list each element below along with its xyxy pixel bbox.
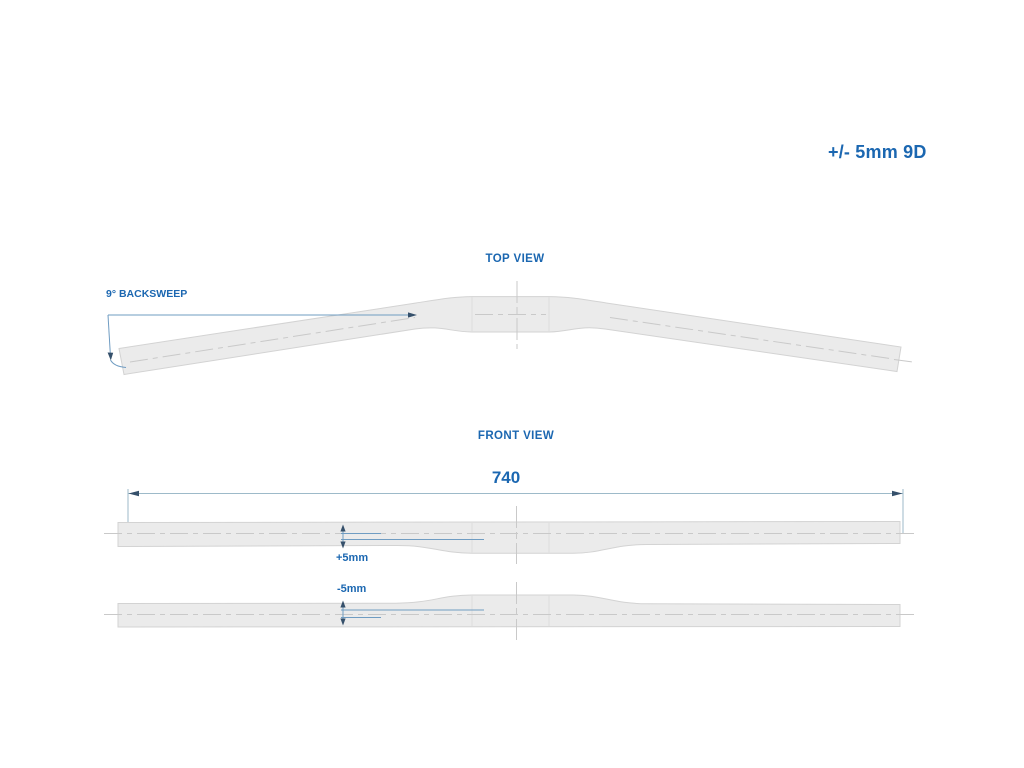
width-arrow-right <box>892 490 903 497</box>
backsweep-vertical-line <box>107 314 111 358</box>
top-view-handlebar-shape <box>118 296 902 376</box>
minus-offset-arrow-up <box>340 600 346 608</box>
top-view-axis-centerline <box>129 314 917 363</box>
front-view-minus-group <box>104 582 918 640</box>
backsweep-angle-arc <box>110 359 127 368</box>
width-dimension-value: 740 <box>491 468 521 487</box>
backsweep-arrow-right <box>408 312 417 318</box>
front-view-handlebar-plus-shape <box>117 520 901 554</box>
width-arrow-left <box>128 490 139 497</box>
rise-plus-label: +5mm <box>336 552 369 564</box>
plus-offset-arrow-down <box>340 541 346 549</box>
backsweep-label: 9° BACKSWEEP <box>106 288 188 300</box>
top-view-group <box>107 281 917 376</box>
plus-offset-arrow-up <box>340 524 346 532</box>
front-view-handlebar-minus-shape <box>117 594 901 628</box>
front-view-plus-group <box>104 506 918 564</box>
backsweep-arrow-down <box>107 352 114 361</box>
front-view-title: FRONT VIEW <box>477 430 555 442</box>
rise-minus-label: -5mm <box>337 583 367 595</box>
spec-note: +/- 5mm 9D <box>828 142 927 162</box>
minus-offset-arrow-down <box>340 618 346 626</box>
top-view-title: TOP VIEW <box>485 253 545 265</box>
